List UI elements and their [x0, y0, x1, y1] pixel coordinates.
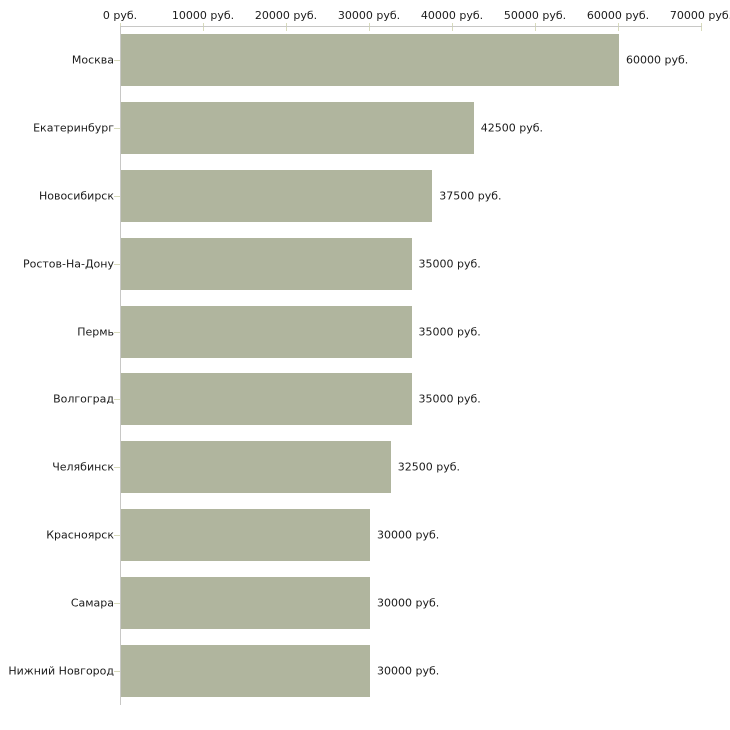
x-axis-tick-label: 60000 руб. — [586, 9, 650, 22]
bar — [121, 33, 619, 86]
y-axis-line — [120, 26, 121, 705]
bar — [121, 305, 412, 358]
bar-value-label: 42500 руб. — [480, 121, 544, 135]
bar-value-label: 32500 руб. — [397, 460, 461, 474]
category-label: Самара — [70, 596, 114, 610]
bar — [121, 373, 412, 426]
x-axis-tick-mark — [203, 23, 204, 31]
bar-value-label: 60000 руб. — [626, 53, 689, 67]
x-axis-tick-label: 30000 руб. — [337, 9, 401, 22]
bar — [121, 509, 370, 562]
y-axis-tick-mark — [114, 331, 120, 333]
category-label: Новосибирск — [38, 189, 114, 203]
y-axis-tick-mark — [114, 195, 120, 197]
bar-value-label: 35000 руб. — [418, 392, 481, 406]
bar-value-label: 35000 руб. — [418, 325, 481, 339]
x-axis-tick-mark — [452, 23, 453, 31]
category-label: Екатеринбург — [33, 121, 114, 135]
bar-value-label: 35000 руб. — [418, 257, 481, 271]
x-axis-tick-mark — [701, 23, 702, 31]
bar-value-label: 30000 руб. — [377, 528, 440, 542]
y-axis-tick-mark — [114, 467, 120, 469]
y-axis-tick-mark — [114, 127, 120, 129]
x-axis-tick-mark — [535, 23, 536, 31]
bar — [121, 577, 370, 630]
bar-value-label: 30000 руб. — [377, 596, 440, 610]
category-label: Волгоград — [53, 392, 114, 406]
x-axis-tick-mark — [369, 23, 370, 31]
bar — [121, 441, 391, 494]
y-axis-tick-mark — [114, 603, 120, 605]
bar — [121, 645, 370, 698]
bar — [121, 237, 412, 290]
y-axis-tick-mark — [114, 399, 120, 401]
x-axis-tick-label: 50000 руб. — [503, 9, 567, 22]
y-axis-tick-mark — [114, 535, 120, 537]
x-axis-tick-label: 70000 руб. — [669, 9, 730, 22]
x-axis-tick-mark — [618, 23, 619, 31]
bar-value-label: 37500 руб. — [439, 189, 502, 203]
x-axis-tick-label: 40000 руб. — [420, 9, 484, 22]
category-label: Челябинск — [52, 460, 114, 474]
category-label: Москва — [71, 53, 114, 67]
y-axis-tick-mark — [114, 671, 120, 673]
category-label: Красноярск — [46, 528, 114, 542]
x-axis-tick-label: 10000 руб. — [171, 9, 235, 22]
category-label: Ростов-На-Дону — [22, 257, 114, 271]
y-axis-tick-mark — [114, 59, 120, 61]
x-axis-tick-label: 20000 руб. — [254, 9, 318, 22]
x-axis-tick-label: 0 руб. — [102, 9, 138, 22]
bar-value-label: 30000 руб. — [377, 664, 440, 678]
bar — [121, 169, 433, 222]
y-axis-tick-mark — [114, 263, 120, 265]
category-label: Нижний Новгород — [8, 664, 114, 678]
bar — [121, 101, 474, 154]
category-label: Пермь — [77, 325, 114, 339]
x-axis-line — [120, 26, 702, 27]
x-axis-tick-mark — [286, 23, 287, 31]
